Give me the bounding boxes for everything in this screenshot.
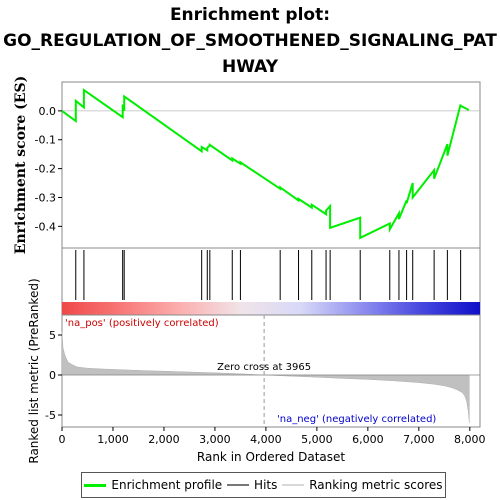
x-tick-label: 1,000 (97, 433, 129, 446)
chart-title-line-3: HWAY (221, 57, 279, 77)
es-tick-label: 0.0 (39, 105, 57, 118)
metric-tick-label: -5 (45, 409, 56, 422)
x-tick-label: 3,000 (199, 433, 231, 446)
metric-y-axis: 5 0 -5 (45, 329, 62, 422)
es-panel (61, 81, 481, 249)
legend-label-enrichment: Enrichment profile (111, 478, 223, 492)
metric-y-axis-label: Ranked list metric (PreRanked) (27, 278, 41, 463)
es-tick-label: -0.1 (35, 134, 56, 147)
pos-correlated-label: 'na_pos' (positively correlated) (65, 318, 219, 329)
legend-item-enrichment: Enrichment profile (84, 478, 222, 492)
x-tick-label: 7,000 (403, 433, 435, 446)
legend: Enrichment profile Hits Ranking metric s… (81, 472, 446, 498)
legend-label-ranking: Ranking metric scores (309, 478, 443, 492)
x-axis-label: Rank in Ordered Dataset (197, 450, 345, 464)
metric-tick-label: 5 (49, 329, 56, 342)
legend-swatch-hits (227, 484, 250, 486)
legend-label-hits: Hits (254, 478, 278, 492)
x-tick-label: 4,000 (250, 433, 282, 446)
zero-cross-label: Zero cross at 3965 (217, 362, 311, 373)
legend-swatch-ranking (282, 484, 305, 486)
es-y-axis-label: Enrichment score (ES) (13, 76, 29, 254)
metric-tick-label: 0 (49, 369, 56, 382)
x-axis: 0 1,000 2,000 3,000 4,000 5,000 6,000 7,000 8,00… (59, 427, 486, 446)
x-tick-label: 6,000 (352, 433, 384, 446)
es-y-axis: 0.0 -0.1 -0.2 -0.3 -0.4 (35, 105, 62, 233)
rank-gradient-bar (62, 302, 480, 315)
chart-title-line-2: GO_REGULATION_OF_SMOOTHENED_SIGNALING_PA… (3, 31, 497, 51)
es-tick-label: -0.2 (35, 163, 56, 176)
legend-item-hits: Hits (227, 478, 277, 492)
chart-title: Enrichment plot: GO_REGULATION_OF_SMOOTH… (0, 2, 500, 80)
es-tick-label: -0.3 (35, 191, 56, 204)
legend-item-ranking: Ranking metric scores (282, 478, 443, 492)
enrichment-profile-line (61, 88, 470, 240)
hit-marks (75, 250, 462, 300)
x-tick-label: 8,000 (454, 433, 486, 446)
neg-correlated-label: 'na_neg' (negatively correlated) (277, 414, 436, 425)
ranking-metric-area (61, 331, 470, 424)
chart-title-line-1: Enrichment plot: (169, 5, 331, 25)
legend-swatch-enrichment (84, 483, 107, 487)
es-tick-label: -0.4 (35, 220, 56, 233)
x-tick-label: 5,000 (301, 433, 333, 446)
enrichment-chart: 0.0-0.1-0.2-0.3-0.4 50-5 Zero cross at 3… (13, 76, 486, 464)
x-tick-label: 0 (59, 433, 66, 446)
x-tick-label: 2,000 (148, 433, 180, 446)
